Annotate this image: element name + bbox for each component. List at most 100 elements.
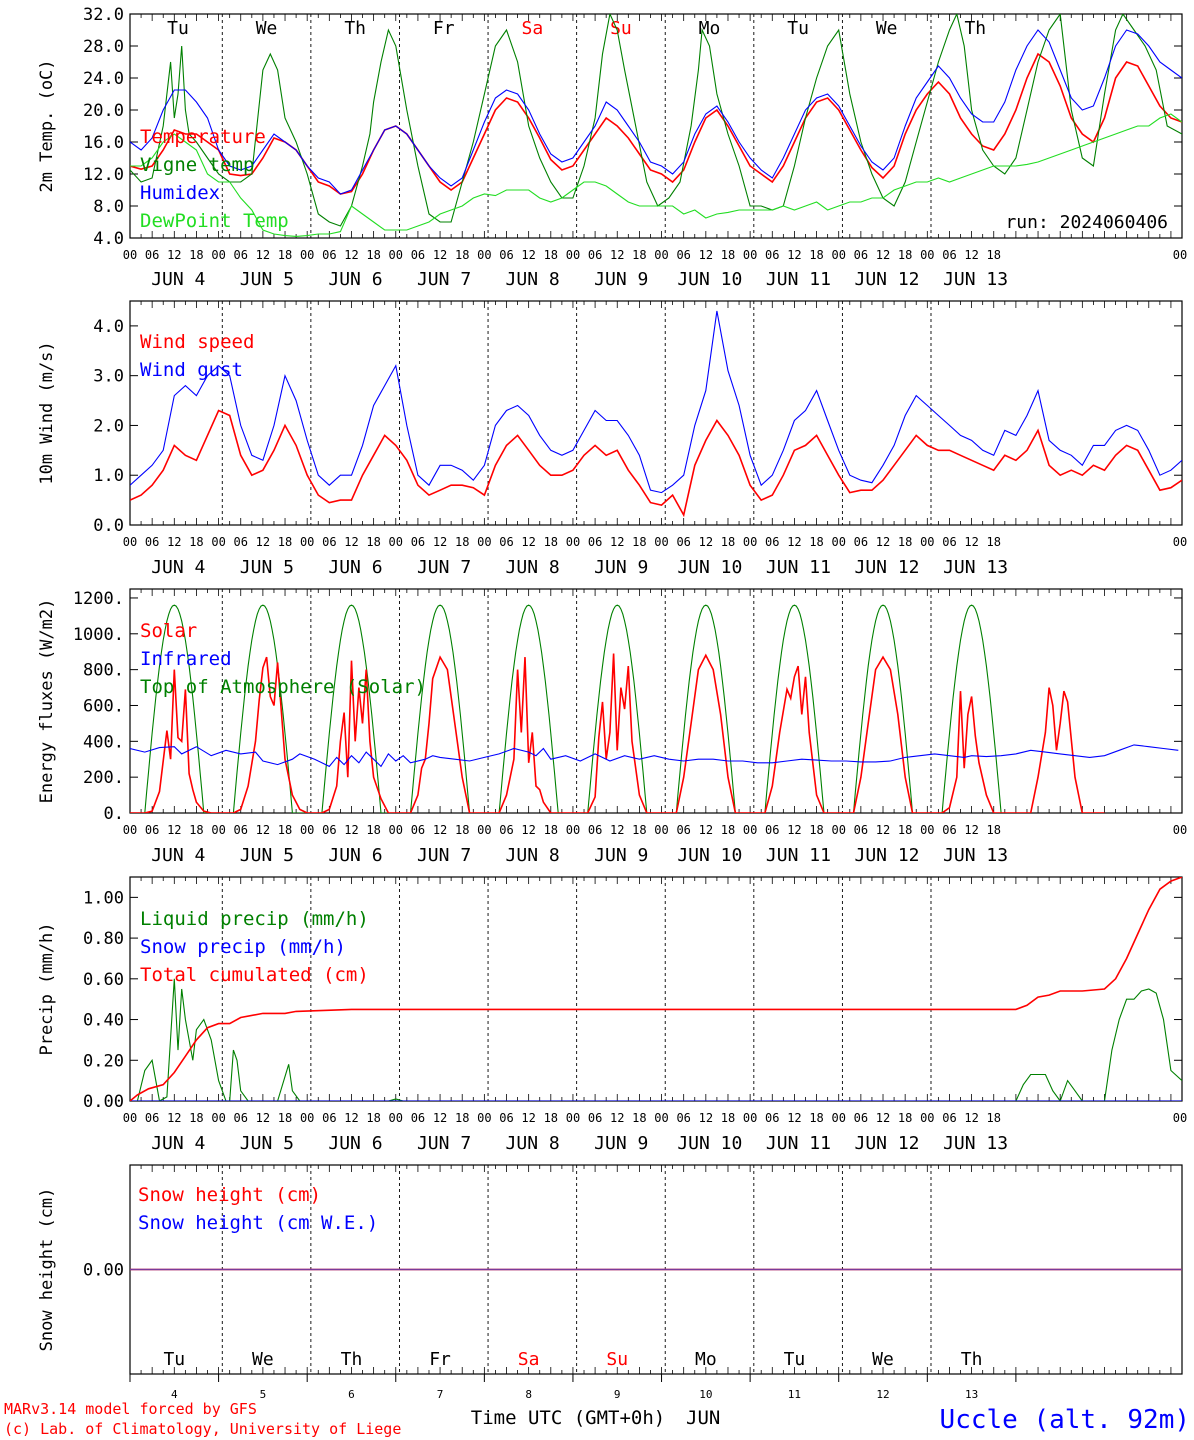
hour-tick-label: 06 <box>588 823 602 837</box>
weekday-label: Tu <box>787 18 809 39</box>
hour-tick-label: 00 <box>566 823 580 837</box>
hour-tick-label: 12 <box>167 248 181 262</box>
hour-tick-label: 06 <box>854 248 868 262</box>
date-label: JUN 12 <box>854 845 919 866</box>
hour-tick-label: 12 <box>344 248 358 262</box>
hour-tick-label: 00 <box>743 535 757 549</box>
hour-tick-label: 00 <box>1173 535 1187 549</box>
date-label: JUN 4 <box>151 1133 205 1154</box>
hour-tick-label: 18 <box>189 248 203 262</box>
hour-tick-label: 12 <box>610 823 624 837</box>
weekday-label: Sa <box>522 18 544 39</box>
hour-tick-label: 12 <box>521 823 535 837</box>
station-label: Uccle (alt. 92m) <box>940 1405 1190 1435</box>
y-tick-label: 1200. <box>73 589 124 609</box>
hour-tick-label: 00 <box>123 823 137 837</box>
hour-tick-label: 12 <box>256 823 270 837</box>
hour-tick-label: 18 <box>189 1111 203 1125</box>
panel-temp: 4.0 8.0 12.0 16.0 20.0 24.0 28.0 32.0 2m Temp. (… <box>37 5 1187 290</box>
y-axis-label: 2m Temp. (oC) <box>37 59 57 192</box>
hour-tick-label: 06 <box>322 535 336 549</box>
weekday-label: Su <box>610 18 632 39</box>
y-tick-label: 2.0 <box>93 416 124 436</box>
date-label: JUN 10 <box>677 845 742 866</box>
y-axis-label: 10m Wind (m/s) <box>37 341 57 484</box>
hour-tick-label: 06 <box>411 1111 425 1125</box>
hour-tick-label: 12 <box>521 1111 535 1125</box>
x-axis: 00 06 12 18 JUN 4 00 06 12 18 JUN 5 00 06 12 18 JUN 6 0… <box>123 535 1187 578</box>
y-tick-label: 400. <box>83 732 124 752</box>
hour-tick-label: 00 <box>211 823 225 837</box>
date-label: JUN 8 <box>506 269 560 290</box>
lab-credit: (c) Lab. of Climatology, University of L… <box>4 1420 401 1438</box>
legend-entry: DewPoint Temp <box>140 210 289 232</box>
y-axis-label: Precip (mm/h) <box>37 922 57 1055</box>
legend-entry: Snow precip (mm/h) <box>140 936 346 958</box>
weekday-label: We <box>252 1349 274 1370</box>
hour-ticks <box>129 589 1183 813</box>
legend-entry: Snow height (cm) <box>138 1184 321 1206</box>
hour-tick-label: 00 <box>743 1111 757 1125</box>
hour-tick-label: 12 <box>964 1111 978 1125</box>
date-label: JUN 5 <box>240 557 294 578</box>
hour-tick-label: 00 <box>831 1111 845 1125</box>
y-tick-label: 0.00 <box>83 1092 124 1112</box>
hour-tick-label: 18 <box>544 248 558 262</box>
hour-tick-label: 00 <box>1173 1111 1187 1125</box>
date-label: JUN 5 <box>240 845 294 866</box>
y-tick-label: 1000. <box>73 625 124 645</box>
date-label: JUN 4 <box>151 269 205 290</box>
y-axis: 0.00 <box>83 1261 1182 1281</box>
hour-tick-label: 06 <box>322 1111 336 1125</box>
series-line-wind-gust <box>130 310 1182 494</box>
date-label: JUN 8 <box>506 557 560 578</box>
hour-tick-label: 12 <box>876 248 890 262</box>
hour-tick-label: 00 <box>654 823 668 837</box>
y-tick-label: 0.40 <box>83 1011 124 1031</box>
hour-tick-label: 18 <box>721 823 735 837</box>
y-tick-label: 8.0 <box>93 197 124 217</box>
hour-tick-label: 12 <box>876 1111 890 1125</box>
legend: Liquid precip (mm/h) Snow precip (mm/h) To… <box>140 908 369 986</box>
hour-tick-label: 12 <box>610 248 624 262</box>
weekday-label: Tu <box>163 1349 185 1370</box>
hour-tick-label: 06 <box>588 1111 602 1125</box>
y-tick-label: 12.0 <box>83 165 124 185</box>
hour-tick-label: 18 <box>455 1111 469 1125</box>
day-number: 5 <box>260 1388 267 1401</box>
date-label: JUN 5 <box>240 1133 294 1154</box>
legend-entry: Temperature <box>140 126 266 148</box>
month-label: JUN <box>686 1407 720 1429</box>
hour-tick-label: 06 <box>499 535 513 549</box>
hour-tick-label: 06 <box>765 248 779 262</box>
hour-tick-label: 06 <box>942 823 956 837</box>
legend: Temperature Vigne temp Humidex DewPoint Tem… <box>140 126 289 232</box>
hour-tick-label: 18 <box>898 823 912 837</box>
weekday-label: Th <box>961 1349 983 1370</box>
date-label: JUN 11 <box>766 1133 831 1154</box>
day-number: 8 <box>525 1388 532 1401</box>
x-axis: 00 06 12 18 JUN 4 00 06 12 18 JUN 5 00 06 12 18 JUN 6 0… <box>123 248 1187 290</box>
hour-tick-label: 12 <box>876 823 890 837</box>
x-axis: 00 06 12 18 JUN 4 00 06 12 18 JUN 5 00 06 12 18 JUN 6 0… <box>123 1111 1187 1154</box>
y-tick-label: 0.80 <box>83 929 124 949</box>
hour-tick-label: 06 <box>145 535 159 549</box>
date-label: JUN 11 <box>766 845 831 866</box>
hour-tick-label: 12 <box>699 1111 713 1125</box>
date-label: JUN 9 <box>594 1133 648 1154</box>
hour-tick-label: 00 <box>654 248 668 262</box>
series-line-solar <box>130 653 1105 813</box>
date-label: JUN 7 <box>417 557 471 578</box>
hour-tick-label: 00 <box>920 823 934 837</box>
hour-tick-label: 00 <box>300 1111 314 1125</box>
day-number: 11 <box>788 1388 801 1401</box>
hour-tick-label: 12 <box>610 1111 624 1125</box>
hour-tick-label: 12 <box>256 535 270 549</box>
date-label: JUN 12 <box>854 1133 919 1154</box>
day-number: 6 <box>348 1388 355 1401</box>
y-axis: 4.0 8.0 12.0 16.0 20.0 24.0 28.0 32.0 <box>83 5 1182 249</box>
day-number: 10 <box>699 1388 712 1401</box>
hour-tick-label: 18 <box>898 535 912 549</box>
y-axis-label: Energy fluxes (W/m2) <box>37 599 57 804</box>
hour-tick-label: 06 <box>942 1111 956 1125</box>
